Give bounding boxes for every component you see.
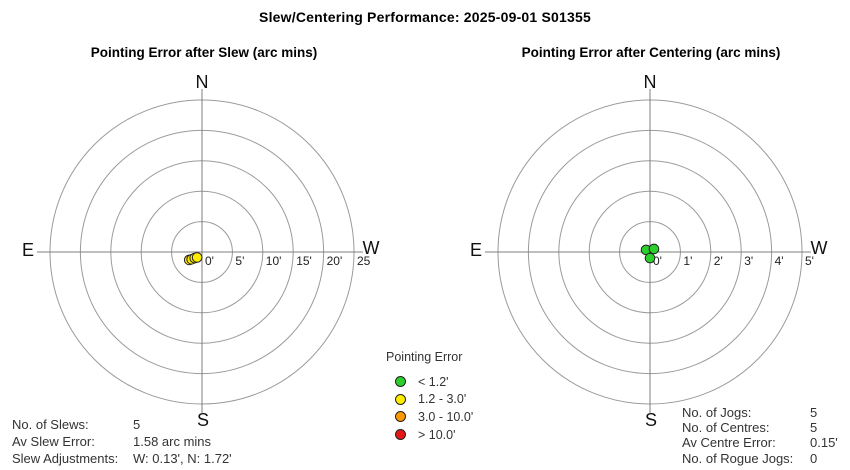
radius-tick-label: 5' bbox=[235, 254, 244, 268]
pointing-error-legend: Pointing Error < 1.2' 1.2 - 3.0' 3.0 - 1… bbox=[386, 350, 473, 443]
slew-plot-title: Pointing Error after Slew (arc mins) bbox=[90, 45, 318, 60]
stat-row-no-of-jogs: No. of Jogs: 5 bbox=[682, 405, 838, 420]
radius-tick-label: 4' bbox=[775, 254, 784, 268]
pointing-error-data-point bbox=[644, 252, 656, 264]
slew-stats-block: No. of Slews: 5 Av Slew Error: 1.58 arc mi… bbox=[12, 417, 232, 467]
stat-label: Slew Adjustments: bbox=[12, 450, 119, 466]
legend-row-red: > 10.0' bbox=[386, 426, 473, 444]
radius-tick-label: 0' bbox=[653, 254, 662, 268]
west-label: W bbox=[363, 238, 380, 258]
pointing-error-data-point bbox=[191, 252, 203, 263]
legend-label: < 1.2' bbox=[418, 374, 449, 389]
stat-row-av-centre-error: Av Centre Error: 0.15' bbox=[682, 435, 838, 450]
slew-polar-plot: 0' 5' 10' 15' 20' 25 N S E W bbox=[22, 72, 380, 430]
stat-label: No. of Centres: bbox=[682, 420, 770, 436]
red-dot-icon bbox=[395, 429, 406, 441]
radius-tick-label: 15' bbox=[296, 254, 312, 268]
stat-value: 1.58 arc mins bbox=[133, 433, 212, 449]
radius-tick-label: 25 bbox=[357, 254, 371, 268]
stat-row-no-of-rogue-jogs: No. of Rogue Jogs: 0 bbox=[682, 451, 838, 466]
green-dot-icon bbox=[395, 376, 406, 388]
radius-tick-label: 20' bbox=[327, 254, 343, 268]
east-label: E bbox=[22, 240, 34, 260]
stat-value: 5 bbox=[133, 417, 141, 432]
radius-tick-label: 2' bbox=[714, 254, 723, 268]
stat-label: No. of Slews: bbox=[12, 417, 89, 432]
south-label: S bbox=[197, 410, 209, 430]
radius-tick-label: 1' bbox=[683, 254, 692, 268]
stat-row-no-of-centres: No. of Centres: 5 bbox=[682, 420, 838, 435]
legend-title: Pointing Error bbox=[386, 350, 463, 364]
north-label: N bbox=[196, 72, 209, 92]
stat-value: 0.15' bbox=[810, 435, 838, 451]
legend-row-yellow: 1.2 - 3.0' bbox=[386, 391, 473, 409]
legend-label: 3.0 - 10.0' bbox=[418, 409, 474, 424]
stat-label: No. of Rogue Jogs: bbox=[682, 450, 794, 466]
stat-value: 5 bbox=[810, 420, 818, 436]
pointing-error-data-point bbox=[648, 243, 660, 255]
stat-value: 5 bbox=[810, 405, 818, 420]
radius-tick-label: 10' bbox=[266, 254, 282, 268]
stat-row-av-slew-error: Av Slew Error: 1.58 arc mins bbox=[12, 434, 232, 451]
stat-row-no-of-slews: No. of Slews: 5 bbox=[12, 417, 232, 434]
stat-row-slew-adjustments: Slew Adjustments: W: 0.13', N: 1.72' bbox=[12, 451, 232, 468]
stat-label: No. of Jogs: bbox=[682, 405, 752, 420]
legend-row-green: < 1.2' bbox=[386, 373, 473, 391]
yellow-dot-icon bbox=[395, 393, 406, 405]
west-label: W bbox=[811, 238, 828, 258]
radius-tick-label: 5' bbox=[805, 254, 814, 268]
stat-value: 0 bbox=[810, 450, 818, 466]
stat-label: Av Slew Error: bbox=[12, 433, 95, 449]
page-title: Slew/Centering Performance: 2025-09-01 S… bbox=[259, 9, 591, 25]
stat-value: W: 0.13', N: 1.72' bbox=[133, 450, 232, 466]
centering-stats-block: No. of Jogs: 5 No. of Centres: 5 Av Centre… bbox=[682, 405, 838, 466]
stat-label: Av Centre Error: bbox=[682, 435, 776, 451]
legend-label: 1.2 - 3.0' bbox=[418, 392, 467, 407]
legend-label: > 10.0' bbox=[418, 427, 456, 442]
east-label: E bbox=[470, 240, 482, 260]
orange-dot-icon bbox=[395, 411, 406, 423]
centering-plot-title: Pointing Error after Centering (arc mins… bbox=[521, 45, 781, 60]
radius-tick-label: 3' bbox=[744, 254, 753, 268]
radius-tick-label: 0' bbox=[205, 254, 214, 268]
legend-row-orange: 3.0 - 10.0' bbox=[386, 408, 473, 426]
south-label: S bbox=[645, 410, 657, 430]
centering-polar-plot: 0' 1' 2' 3' 4' 5' N S E W bbox=[470, 72, 828, 430]
north-label: N bbox=[644, 72, 657, 92]
